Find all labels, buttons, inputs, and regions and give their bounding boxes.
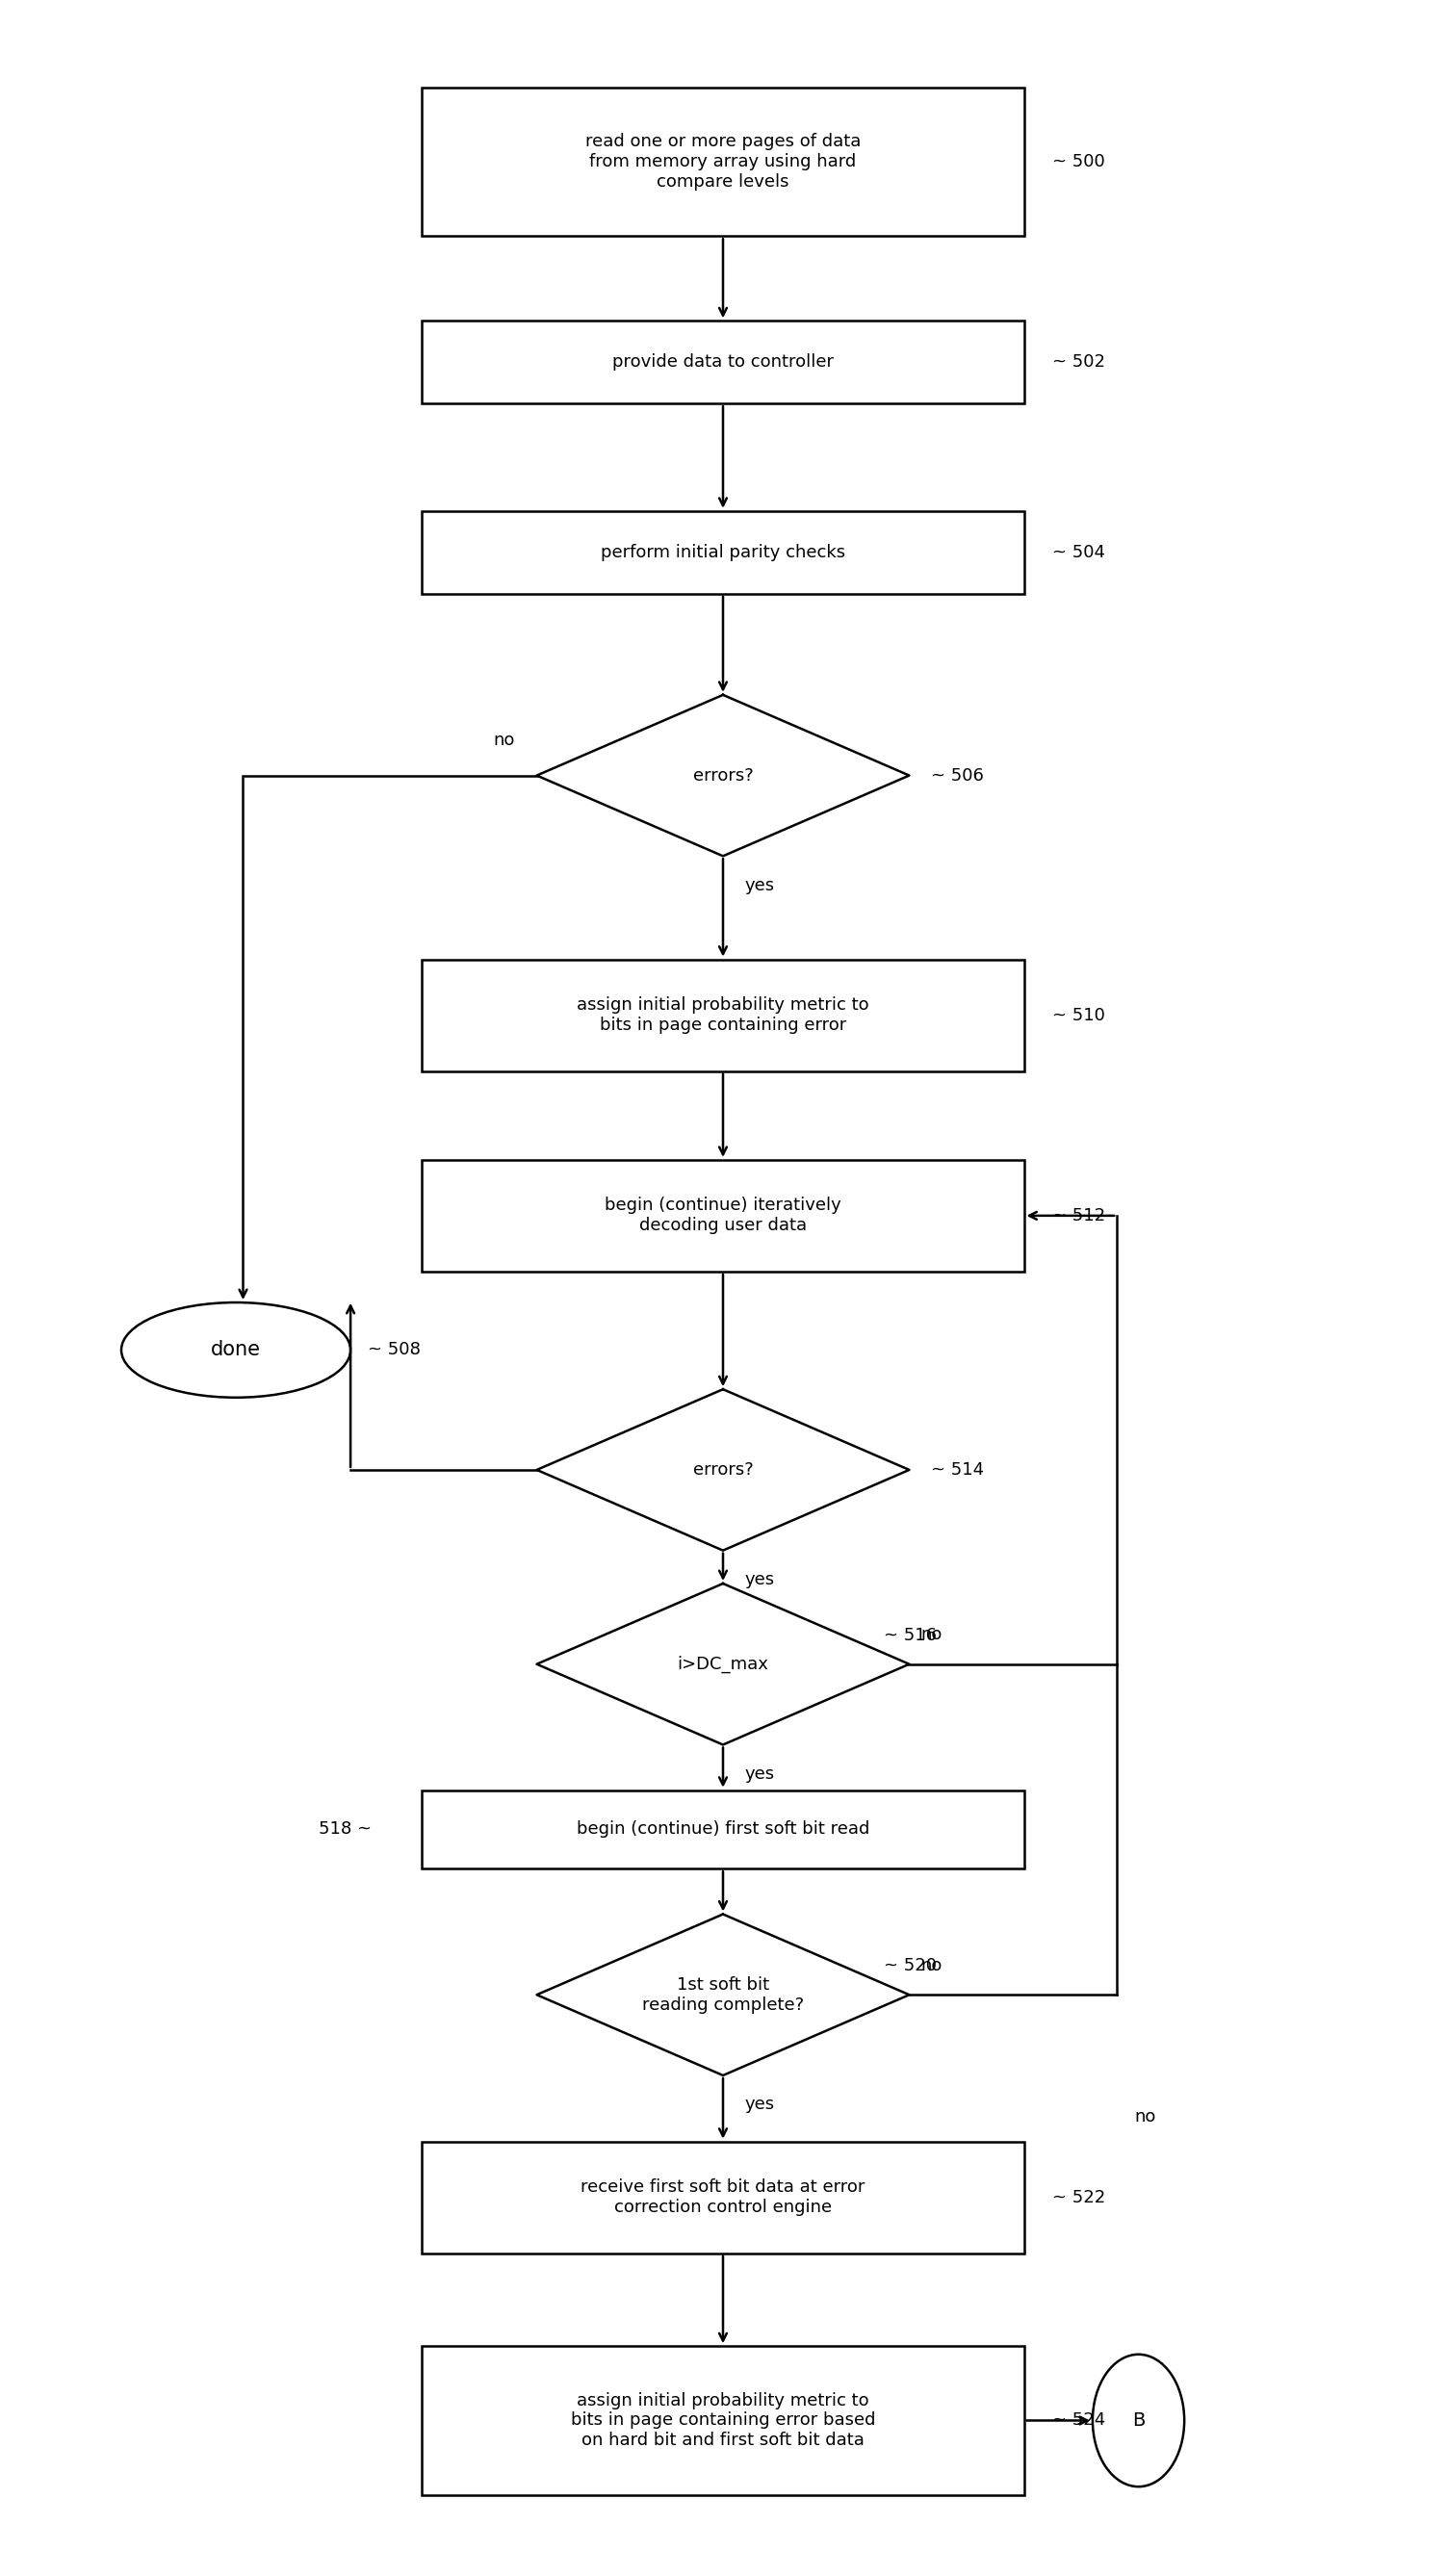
Text: no: no <box>921 1958 943 1973</box>
Text: 518 ~: 518 ~ <box>320 1821 372 1839</box>
Text: no: no <box>1134 2107 1155 2125</box>
Text: ~ 500: ~ 500 <box>1053 152 1105 170</box>
Text: ~ 522: ~ 522 <box>1053 2190 1106 2205</box>
Text: begin (continue) iteratively
decoding user data: begin (continue) iteratively decoding us… <box>604 1198 842 1234</box>
FancyBboxPatch shape <box>422 1790 1024 1868</box>
Text: yes: yes <box>745 2097 775 2112</box>
Polygon shape <box>536 1388 910 1551</box>
Text: errors?: errors? <box>693 1461 753 1479</box>
Text: yes: yes <box>745 1765 775 1783</box>
Polygon shape <box>536 1584 910 1744</box>
Text: receive first soft bit data at error
correction control engine: receive first soft bit data at error cor… <box>581 2179 865 2215</box>
Text: ~ 524: ~ 524 <box>1053 2411 1106 2429</box>
Text: ~ 502: ~ 502 <box>1053 353 1105 371</box>
FancyBboxPatch shape <box>422 88 1024 237</box>
Text: no: no <box>921 1625 943 1643</box>
Text: assign initial probability metric to
bits in page containing error: assign initial probability metric to bit… <box>577 997 869 1033</box>
Text: 1st soft bit
reading complete?: 1st soft bit reading complete? <box>642 1976 804 2014</box>
FancyBboxPatch shape <box>422 1159 1024 1273</box>
Text: errors?: errors? <box>693 768 753 783</box>
Text: begin (continue) first soft bit read: begin (continue) first soft bit read <box>577 1821 869 1839</box>
Text: ~ 516: ~ 516 <box>884 1625 937 1643</box>
Text: no: no <box>493 732 515 750</box>
Text: done: done <box>211 1340 260 1360</box>
Text: B: B <box>1132 2411 1145 2429</box>
FancyBboxPatch shape <box>422 322 1024 404</box>
Circle shape <box>1093 2354 1184 2486</box>
Ellipse shape <box>121 1303 350 1399</box>
Text: ~ 506: ~ 506 <box>931 768 983 783</box>
Text: yes: yes <box>745 1571 775 1589</box>
Text: ~ 504: ~ 504 <box>1053 544 1105 562</box>
Text: perform initial parity checks: perform initial parity checks <box>600 544 846 562</box>
Text: assign initial probability metric to
bits in page containing error based
on hard: assign initial probability metric to bit… <box>571 2393 875 2450</box>
Text: yes: yes <box>745 876 775 894</box>
Text: read one or more pages of data
from memory array using hard
compare levels: read one or more pages of data from memo… <box>586 134 860 191</box>
FancyBboxPatch shape <box>422 2347 1024 2496</box>
Text: ~ 520: ~ 520 <box>884 1958 937 1976</box>
FancyBboxPatch shape <box>422 510 1024 592</box>
Polygon shape <box>536 696 910 855</box>
Text: provide data to controller: provide data to controller <box>612 353 834 371</box>
Polygon shape <box>536 1914 910 2076</box>
FancyBboxPatch shape <box>422 958 1024 1072</box>
Text: ~ 512: ~ 512 <box>1053 1208 1106 1224</box>
Text: ~ 508: ~ 508 <box>367 1342 421 1358</box>
Text: ~ 514: ~ 514 <box>931 1461 983 1479</box>
Text: ~ 510: ~ 510 <box>1053 1007 1105 1023</box>
Text: i>DC_max: i>DC_max <box>677 1656 769 1672</box>
FancyBboxPatch shape <box>422 2141 1024 2254</box>
